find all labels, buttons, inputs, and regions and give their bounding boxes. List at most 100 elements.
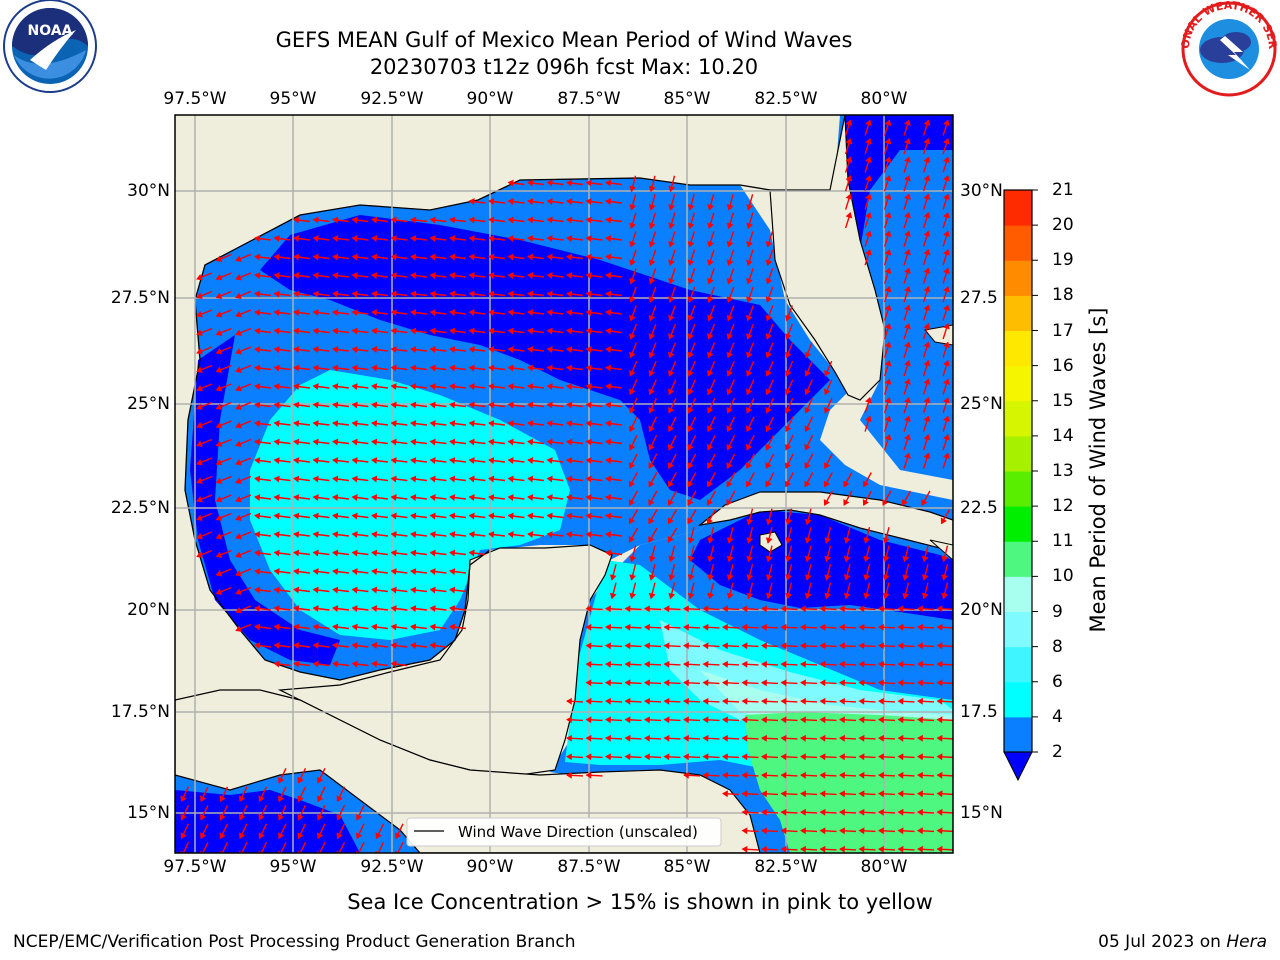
wind-wave-arrowhead <box>332 327 339 335</box>
wind-wave-arrowhead <box>605 253 612 261</box>
wind-wave-arrowhead <box>668 241 675 248</box>
wind-wave-arrowhead <box>761 697 767 705</box>
wind-wave-arrowhead <box>624 734 631 742</box>
lon-label-bottom: 97.5°W <box>163 857 227 877</box>
wind-wave-arrowhead <box>488 198 495 206</box>
wind-wave-arrowhead <box>858 697 865 705</box>
caribbean-light-cyan <box>660 620 953 735</box>
wind-wave-arrowhead <box>390 475 397 483</box>
colorbar-label: Mean Period of Wind Waves [s] <box>1086 307 1110 633</box>
wind-wave-arrowhead <box>235 366 242 373</box>
wind-wave-arrowhead <box>706 462 714 469</box>
wind-wave-arrowhead <box>468 549 475 557</box>
wind-wave-arrowhead <box>785 351 792 359</box>
wind-wave-arrowhead <box>488 457 495 465</box>
wind-wave-arrowhead <box>585 253 592 261</box>
wind-wave-arrowhead <box>371 309 378 317</box>
wind-wave-arrowhead <box>800 827 806 835</box>
wind-wave-arrowhead <box>624 660 631 668</box>
wind-wave-arrowhead <box>293 327 300 335</box>
wind-wave-arrowhead <box>468 383 475 391</box>
footer-date: 05 Jul 2023 on Hera <box>1098 932 1267 952</box>
wind-wave-arrowhead <box>707 351 714 359</box>
wind-wave-arrowhead <box>667 388 675 396</box>
wind-wave-arrowhead <box>390 438 397 446</box>
wind-wave-arrowhead <box>858 790 865 798</box>
wind-wave-arrowhead <box>902 555 910 563</box>
wind-wave-arrowhead <box>449 309 456 317</box>
wind-wave-arrowhead <box>878 790 884 798</box>
wind-wave-arrowhead <box>332 549 339 557</box>
wind-wave-arrowhead <box>215 292 223 299</box>
colorbar-segment <box>1004 260 1032 296</box>
wind-wave-arrowhead <box>707 314 714 322</box>
wind-wave-arrowhead <box>865 156 872 163</box>
wind-wave-arrowhead <box>761 716 767 724</box>
wind-wave-arrowhead <box>351 364 358 372</box>
wind-wave-arrowhead <box>429 438 436 446</box>
wind-wave-arrowhead <box>527 309 534 317</box>
wind-wave-arrowhead <box>882 499 889 506</box>
wind-wave-arrowhead <box>488 272 495 280</box>
wind-wave-arrowhead <box>858 827 865 835</box>
wind-wave-arrowhead <box>629 296 636 303</box>
wind-wave-arrowhead <box>648 406 655 414</box>
wind-wave-arrowhead <box>449 401 456 409</box>
wind-wave-arrowhead <box>648 536 655 543</box>
wind-wave-arrowhead <box>917 679 923 687</box>
wind-wave-arrowhead <box>605 642 611 650</box>
colorbar-tick-label: 11 <box>1052 531 1074 552</box>
wind-wave-arrowhead <box>468 438 475 446</box>
wind-wave-arrowhead <box>293 660 300 668</box>
wind-wave-arrowhead <box>707 425 714 433</box>
wind-wave-arrowhead <box>429 586 436 594</box>
wind-wave-arrowhead <box>215 495 223 503</box>
wind-wave-arrowhead <box>336 832 343 840</box>
wind-wave-arrowhead <box>196 366 203 373</box>
wind-wave-arrowhead <box>390 568 397 576</box>
wind-wave-arrowhead <box>546 494 553 502</box>
wind-wave-arrowhead <box>507 216 514 224</box>
wind-wave-arrow <box>241 841 248 853</box>
wind-wave-arrowhead <box>312 494 319 502</box>
wind-wave-arrowhead <box>785 518 793 526</box>
wind-wave-arrowhead <box>800 734 806 742</box>
wind-wave-arrowhead <box>800 642 806 650</box>
wind-wave-arrowhead <box>507 198 514 206</box>
wind-wave-arrowhead <box>215 255 223 262</box>
wind-wave-arrowhead <box>648 480 655 488</box>
wind-wave-arrowhead <box>741 660 748 668</box>
wind-wave-arrowhead <box>878 845 884 853</box>
wind-wave-arrowhead <box>215 514 223 521</box>
wind-wave-arrowhead <box>273 457 280 465</box>
wind-wave-arrowhead <box>784 480 792 488</box>
wind-wave-arrowhead <box>390 420 397 428</box>
wind-wave-arrowhead <box>923 304 931 311</box>
wind-wave-arrowhead <box>707 406 714 414</box>
wind-wave-arrowhead <box>410 605 417 613</box>
wind-wave-arrowhead <box>785 574 793 581</box>
wind-wave-arrowhead <box>507 383 514 391</box>
wind-wave-arrowhead <box>687 517 694 525</box>
lon-label-bottom: 90°W <box>466 857 514 877</box>
wind-wave-arrowhead <box>488 346 495 354</box>
colorbar-tick-label: 13 <box>1052 461 1074 481</box>
wind-wave-arrowhead <box>546 198 553 206</box>
wind-wave-arrowhead <box>663 697 670 705</box>
wind-wave-arrowhead <box>585 475 592 483</box>
legend-label: Wind Wave Direction (unscaled) <box>458 823 698 841</box>
wind-wave-arrowhead <box>648 314 656 322</box>
wind-wave-arrowhead <box>687 592 695 600</box>
wind-wave-arrowhead <box>862 499 869 506</box>
wind-wave-arrowhead <box>390 327 397 335</box>
wind-wave-arrowhead <box>858 845 865 853</box>
wind-wave-arrowhead <box>923 415 931 422</box>
colorbar-tick-label: 2 <box>1052 742 1063 762</box>
wind-wave-arrowhead <box>488 475 495 483</box>
wind-wave-arrowhead <box>819 845 826 853</box>
wind-wave-arrowhead <box>429 531 436 539</box>
wind-wave-arrowhead <box>936 753 943 761</box>
wind-wave-arrowhead <box>566 531 573 539</box>
wind-wave-arrowhead <box>332 438 339 446</box>
wind-wave-arrowhead <box>312 549 319 557</box>
